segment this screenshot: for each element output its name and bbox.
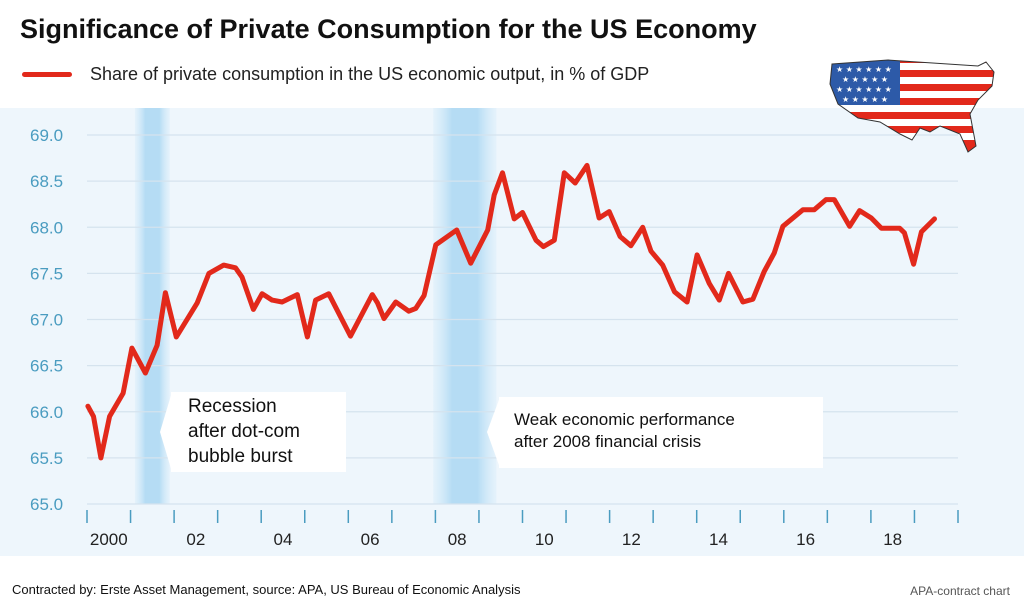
svg-text:★ ★ ★ ★ ★ ★: ★ ★ ★ ★ ★ ★ <box>836 85 892 94</box>
annotation-recession-2001: Recession after dot-com bubble burst <box>171 392 346 472</box>
chart-credit: APA-contract chart <box>910 584 1010 598</box>
legend: Share of private consumption in the US e… <box>22 64 649 85</box>
x-tick-label: 06 <box>361 530 380 549</box>
svg-text:★ ★ ★ ★ ★: ★ ★ ★ ★ ★ <box>842 75 888 84</box>
source-footer: Contracted by: Erste Asset Management, s… <box>12 582 521 597</box>
legend-swatch <box>22 72 72 77</box>
annotation-pointer-1 <box>160 392 172 472</box>
y-tick-label: 67.5 <box>30 264 63 283</box>
y-tick-label: 65.0 <box>30 495 63 514</box>
x-tick-label: 12 <box>622 530 641 549</box>
plot-background <box>0 108 1024 556</box>
annotation-line: Weak economic performance <box>514 410 735 429</box>
annotation-line: after dot-com <box>188 421 300 442</box>
chart-title: Significance of Private Consumption for … <box>20 14 757 44</box>
y-tick-label: 67.0 <box>30 311 63 330</box>
x-tick-label: 16 <box>796 530 815 549</box>
y-tick-label: 69.0 <box>30 126 63 145</box>
y-tick-label: 66.5 <box>30 357 63 376</box>
legend-label: Share of private consumption in the US e… <box>90 64 650 84</box>
y-tick-label: 68.5 <box>30 172 63 191</box>
x-tick-label: 10 <box>535 530 554 549</box>
annotation-line: after 2008 financial crisis <box>514 432 702 451</box>
x-tick-label: 08 <box>448 530 467 549</box>
y-tick-label: 65.5 <box>30 449 63 468</box>
us-flag-map-icon: ★ ★ ★ ★ ★ ★★ ★ ★ ★ ★ ★ ★ ★ ★ ★ ★★ ★ ★ ★ … <box>829 59 995 153</box>
x-tick-label: 18 <box>883 530 902 549</box>
annotation-pointer-2 <box>487 397 500 468</box>
annotation-crisis-2008: Weak economic performance after 2008 fin… <box>499 397 823 468</box>
x-tick-label: 2000 <box>90 530 128 549</box>
svg-text:★ ★ ★ ★ ★: ★ ★ ★ ★ ★ <box>842 95 888 104</box>
recession-band <box>433 108 497 504</box>
annotation-line: bubble burst <box>188 446 293 467</box>
series-line <box>85 162 937 461</box>
x-tick-label: 14 <box>709 530 728 549</box>
annotation-line: Recession <box>188 396 277 417</box>
svg-text:★ ★ ★ ★ ★ ★: ★ ★ ★ ★ ★ ★ <box>836 65 892 74</box>
x-tick-label: 02 <box>186 530 205 549</box>
y-tick-label: 66.0 <box>30 403 63 422</box>
y-tick-label: 68.0 <box>30 218 63 237</box>
x-tick-label: 04 <box>274 530 293 549</box>
